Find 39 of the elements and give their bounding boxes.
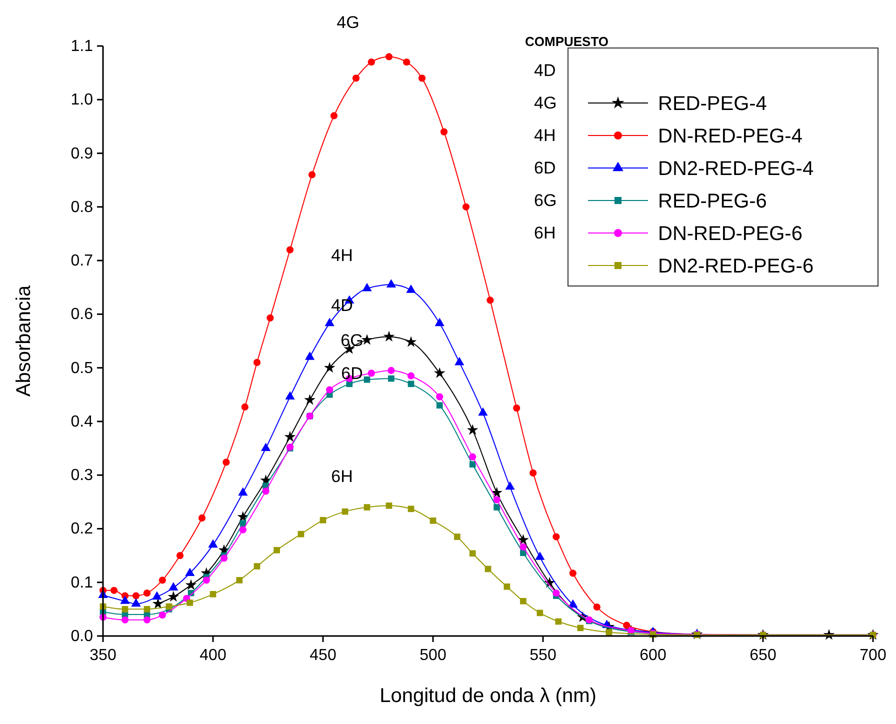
annotation: 4H (534, 126, 556, 145)
y-tick-label: 0.6 (70, 306, 94, 324)
legend-title: COMPUESTO (525, 34, 609, 49)
annotation: 4D (534, 61, 556, 80)
y-tick-label: 0.9 (70, 145, 94, 162)
y-tick-label: 0.0 (70, 628, 94, 645)
text: 4G (336, 13, 360, 32)
annotation: 6H (534, 224, 556, 242)
x-tick-label: 700 (860, 647, 886, 664)
legend-label: DN-RED-PEG-6 (658, 223, 802, 245)
legend-label: RED-PEG-6 (658, 190, 767, 212)
y-tick-label: 0.5 (70, 360, 94, 377)
annotation: 6H (331, 467, 353, 486)
annotation: 4H (331, 246, 353, 265)
annotation: 4G (534, 94, 557, 112)
y-tick-label: 1.1 (70, 38, 94, 55)
annotation: 6D (534, 158, 556, 178)
y-tick-label: 0.1 (70, 574, 94, 592)
y-axis-title: Absorbancia (13, 284, 35, 397)
x-tick-label: 350 (90, 647, 116, 664)
legend-label: RED-PEG-4 (658, 93, 767, 115)
y-tick-label: 0.2 (70, 520, 94, 538)
y-tick-label: 0.7 (70, 252, 94, 270)
x-tick-label: 550 (530, 647, 556, 664)
legend-label: DN2-RED-PEG-6 (658, 256, 814, 278)
x-tick-label: 450 (310, 647, 336, 664)
x-tick-label: 500 (420, 647, 446, 664)
x-tick-label: 650 (750, 647, 776, 664)
x-tick-label: 400 (200, 647, 226, 664)
y-tick-label: 1.0 (70, 92, 94, 109)
legend-label: DN2-RED-PEG-4 (658, 158, 814, 180)
x-axis-title: Longitud de onda λ (nm) (380, 685, 596, 707)
annotation: 6G (340, 331, 364, 350)
y-tick-label: 0.4 (70, 413, 94, 430)
x-tick-label: 600 (640, 647, 666, 664)
y-tick-label: 0.3 (70, 467, 94, 484)
legend-label: DN-RED-PEG-4 (658, 126, 802, 148)
annotation: 6G (534, 191, 557, 210)
y-tick-label: 0.8 (70, 198, 94, 216)
